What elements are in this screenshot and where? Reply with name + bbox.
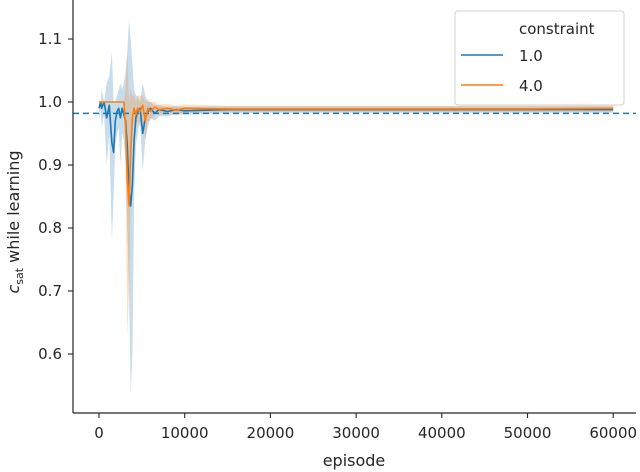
y-axis-label-sub: sat <box>13 267 26 284</box>
series-lines <box>98 101 614 207</box>
y-axis-label: csat while learning <box>4 151 26 294</box>
x-ticks: 0 10000 20000 30000 40000 50000 60000 <box>94 413 637 442</box>
x-tick-label: 50000 <box>504 424 552 442</box>
series-line-1.0 <box>98 101 614 207</box>
axes <box>72 0 636 414</box>
x-tick-label: 10000 <box>161 424 209 442</box>
x-tick-label: 60000 <box>589 424 637 442</box>
y-tick-label: 0.8 <box>38 219 62 237</box>
series-line-4.0 <box>99 101 614 207</box>
x-axis-label: episode <box>323 451 386 470</box>
y-tick-label: 1.1 <box>38 30 62 48</box>
y-tick-label: 0.6 <box>38 345 62 363</box>
x-tick-label: 40000 <box>418 424 466 442</box>
x-tick-label: 20000 <box>247 424 295 442</box>
y-tick-label: 0.7 <box>38 282 62 300</box>
y-axis-label-main: c <box>4 285 23 294</box>
legend-label-1: 1.0 <box>519 47 543 65</box>
x-tick-label: 30000 <box>332 424 380 442</box>
legend: constraint 1.0 4.0 <box>454 10 625 106</box>
legend-label-2: 4.0 <box>519 77 543 95</box>
legend-box <box>454 10 625 106</box>
legend-title: constraint <box>519 20 595 38</box>
x-tick-label: 0 <box>94 424 104 442</box>
y-axis-label-rest: while learning <box>4 151 23 268</box>
y-tick-label: 0.9 <box>38 156 62 174</box>
y-tick-label: 1.0 <box>38 93 62 111</box>
y-ticks: 0.6 0.7 0.8 0.9 1.0 1.1 <box>38 30 73 363</box>
